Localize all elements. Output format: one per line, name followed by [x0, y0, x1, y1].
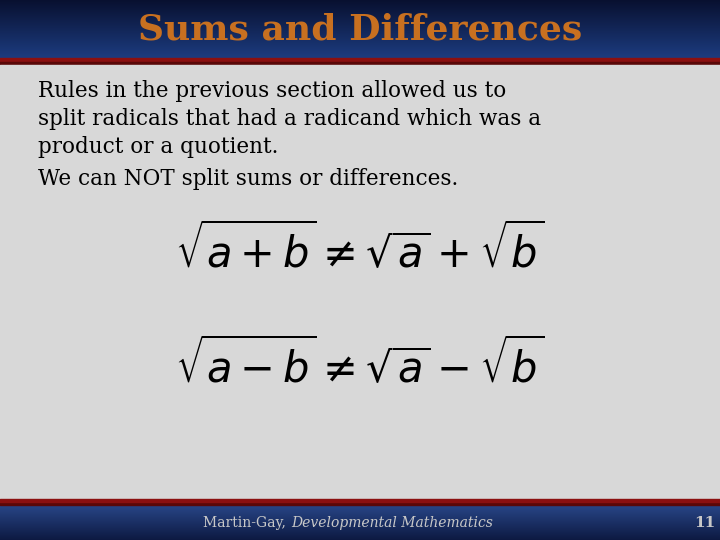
Text: We can NOT split sums or differences.: We can NOT split sums or differences.: [38, 168, 458, 190]
Text: Developmental Mathematics: Developmental Mathematics: [291, 516, 493, 530]
Text: $\sqrt{a-b} \neq \sqrt{a}-\sqrt{b}$: $\sqrt{a-b} \neq \sqrt{a}-\sqrt{b}$: [176, 339, 544, 392]
Text: split radicals that had a radicand which was a: split radicals that had a radicand which…: [38, 108, 541, 130]
Text: product or a quotient.: product or a quotient.: [38, 136, 279, 158]
Text: $\sqrt{a+b} \neq \sqrt{a}+\sqrt{b}$: $\sqrt{a+b} \neq \sqrt{a}+\sqrt{b}$: [176, 224, 544, 276]
Text: Sums and Differences: Sums and Differences: [138, 12, 582, 46]
Text: Rules in the previous section allowed us to: Rules in the previous section allowed us…: [38, 80, 506, 102]
Text: 11: 11: [694, 516, 716, 530]
Text: Martin-Gay,: Martin-Gay,: [203, 516, 290, 530]
